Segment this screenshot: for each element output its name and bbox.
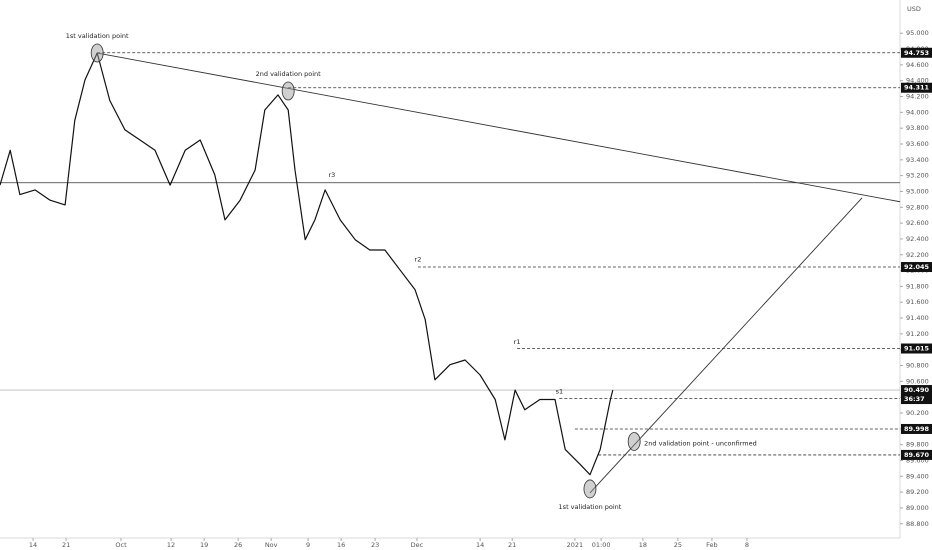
y-tick-label: 89.400 [906,472,929,480]
x-tick-label: Dec [411,541,424,549]
currency: USD [907,5,921,13]
x-tick-label: Feb [706,541,718,549]
x-tick-label: 25 [674,541,682,549]
price-tag [901,262,932,273]
y-tick-label: 92.600 [906,219,929,227]
x-tick-label: 9 [306,541,310,549]
y-tick-label: 93.200 [906,172,929,180]
y-tick-label: 94.000 [906,108,929,116]
x-tick-label: 23 [371,541,379,549]
y-tick-label: 90.800 [906,362,929,370]
y-tick-label: 93.600 [906,140,929,148]
price-tag [901,82,932,93]
x-tick-label: 18 [639,541,647,549]
x-tick-label: Oct [115,541,127,549]
level-marker: s1 [556,388,564,396]
validation-circle [583,479,597,499]
y-tick-label: 90.600 [906,377,929,385]
price-tag [901,47,932,58]
level-marker: r2 [415,256,422,264]
price-tag-label: 94.311 [904,84,930,92]
validation-label: 1st validation point [559,503,622,511]
y-tick-label: 91.600 [906,298,929,306]
price-tag-label: 89.998 [904,425,930,433]
price-tag [901,423,932,434]
price-tag [901,343,932,354]
x-tick-label: 19 [200,541,208,549]
price-tag-label: 89.670 [904,451,930,459]
y-tick-label: 94.600 [906,61,929,69]
x-tick-label: 14 [29,541,37,549]
last-price-tag [901,385,932,405]
price-line [0,52,614,476]
level-marker: r1 [514,338,521,346]
y-tick-label: 95.000 [906,29,929,37]
y-tick-label: 88.800 [906,520,929,528]
y-tick-label: 93.800 [906,124,929,132]
validation-label: 1st validation point [66,32,129,40]
price-tag-label: 94.753 [904,49,929,57]
trendline [589,197,863,494]
y-tick-label: 89.600 [906,456,929,464]
price-tag-label: 91.015 [904,345,930,353]
countdown: 36:37 [904,395,925,403]
y-tick-label: 94.400 [906,77,929,85]
y-tick-label: 92.200 [906,251,929,259]
last-price-label: 90.490 [904,386,930,394]
level-marker: r3 [329,171,336,179]
trendline [97,52,901,203]
validation-circle [627,432,641,451]
x-tick-label: 8 [745,541,749,549]
y-tick-label: 92.800 [906,203,929,211]
validation-circle [90,43,104,63]
x-tick-label: 12 [167,541,175,549]
y-tick-label: 89.800 [906,441,929,449]
x-tick-label: Nov [265,541,278,549]
y-tick-label: 91.200 [906,330,929,338]
y-tick-label: 94.200 [906,93,929,101]
x-tick-label: 16 [337,541,345,549]
price-tag-label: 92.045 [904,263,930,271]
y-tick-label: 89.200 [906,488,929,496]
x-tick-label: 26 [234,541,242,549]
x-tick-label: 14 [476,541,484,549]
validation-circle [281,81,295,101]
y-tick-label: 92.400 [906,235,929,243]
y-tick-label: 93.400 [906,156,929,164]
x-tick-label: 21 [508,541,516,549]
x-tick-label: 2021 [567,541,584,549]
y-tick-label: 91.400 [906,314,929,322]
y-tick-label: 93.000 [906,187,929,195]
validation-label: 2nd validation point [256,70,322,78]
x-tick-label: 21 [62,541,70,549]
x-tick-label: 01:00 [592,541,611,549]
price-tag [901,449,932,460]
y-tick-label: 90.200 [906,409,929,417]
y-tick-label: 89.000 [906,504,929,512]
y-tick-label: 91.800 [906,282,929,290]
validation-label: 2nd validation point - unconfirmed [644,439,757,447]
